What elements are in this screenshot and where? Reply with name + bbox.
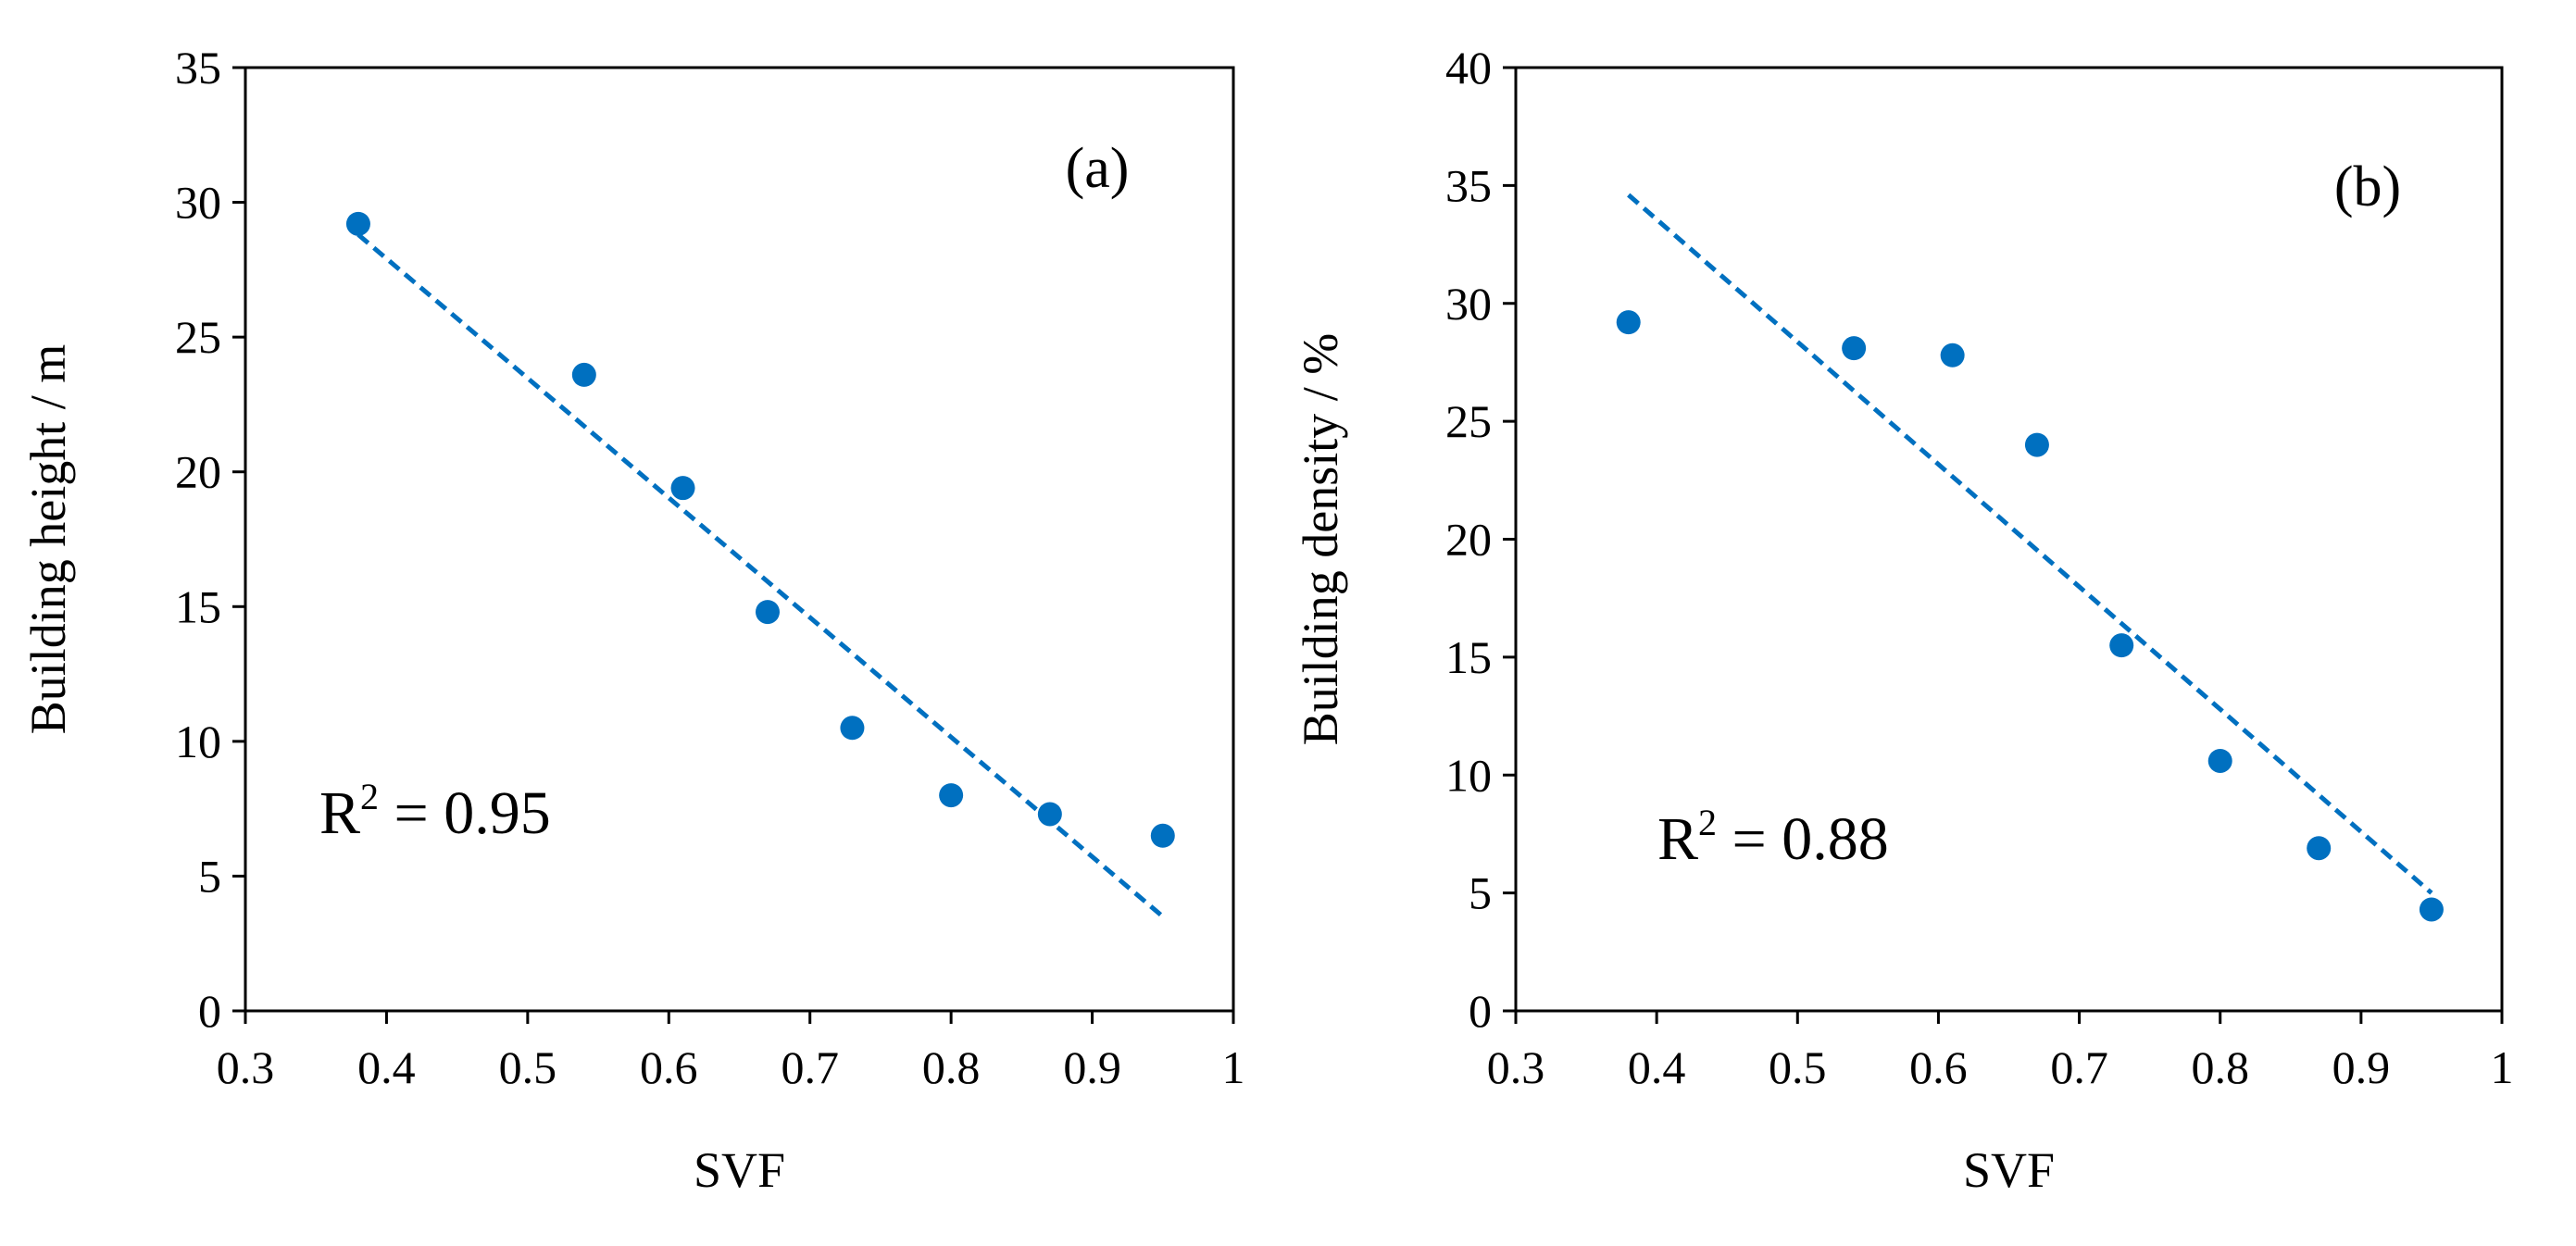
trendline bbox=[356, 232, 1165, 919]
data-point bbox=[571, 362, 596, 387]
x-tick-label: 0.3 bbox=[1487, 1041, 1545, 1093]
x-tick-label: 0.8 bbox=[922, 1041, 981, 1093]
data-point bbox=[755, 600, 780, 625]
x-tick-label: 0.9 bbox=[1063, 1041, 1121, 1093]
chart-panel-a: 0.3 0.4 0.5 0.6 0.7 0.8 0.9 105101520253035SVFB… bbox=[20, 42, 1245, 1198]
data-point bbox=[345, 211, 370, 236]
data-point bbox=[2207, 748, 2232, 773]
x-tick-label: 0.8 bbox=[2191, 1041, 2249, 1093]
y-tick-label: 15 bbox=[175, 580, 221, 632]
x-tick-label: 0.7 bbox=[781, 1041, 839, 1093]
x-axis-title: SVF bbox=[694, 1142, 785, 1198]
x-tick-label: 0.5 bbox=[499, 1041, 557, 1093]
r-squared-exponent: 2 bbox=[1698, 802, 1717, 843]
y-tick-label: 20 bbox=[1445, 514, 1492, 566]
x-tick-label: 0.6 bbox=[640, 1041, 698, 1093]
y-tick-label: 25 bbox=[1445, 395, 1492, 447]
plot-frame bbox=[244, 66, 1235, 1013]
y-tick-label: 20 bbox=[175, 446, 221, 498]
y-tick-label: 10 bbox=[175, 716, 221, 767]
y-axis-title: Building height / m bbox=[20, 344, 76, 735]
panel-label: (b) bbox=[2334, 156, 2401, 218]
x-tick-label: 1 bbox=[1222, 1041, 1245, 1093]
data-point bbox=[1842, 336, 1867, 361]
y-tick-label: 30 bbox=[1445, 278, 1492, 330]
y-tick-label: 5 bbox=[198, 850, 221, 902]
x-axis-title: SVF bbox=[1963, 1142, 2055, 1198]
y-tick-label: 15 bbox=[1445, 631, 1492, 683]
r-squared-exponent: 2 bbox=[360, 776, 379, 817]
y-tick-label: 25 bbox=[175, 311, 221, 363]
r-squared-base: R bbox=[1657, 805, 1698, 873]
r-squared-value: = 0.88 bbox=[1717, 805, 1889, 873]
y-tick-label: 0 bbox=[198, 985, 221, 1037]
y-tick-label: 40 bbox=[1445, 42, 1492, 93]
x-tick-label: 0.9 bbox=[2332, 1041, 2391, 1093]
r-squared-value: = 0.95 bbox=[379, 779, 551, 847]
y-tick-label: 10 bbox=[1445, 749, 1492, 801]
y-tick-label: 35 bbox=[175, 42, 221, 93]
x-tick-label: 0.4 bbox=[357, 1041, 416, 1093]
y-tick-label: 5 bbox=[1469, 867, 1492, 919]
r-squared-annotation: R2 = 0.88 bbox=[1657, 802, 1889, 873]
y-tick-label: 0 bbox=[1469, 985, 1492, 1037]
data-point bbox=[1940, 343, 1965, 368]
data-point bbox=[1150, 823, 1175, 848]
r-squared-base: R bbox=[319, 779, 360, 847]
data-point bbox=[840, 716, 865, 741]
y-tick-label: 35 bbox=[1445, 159, 1492, 211]
x-tick-label: 0.7 bbox=[2050, 1041, 2108, 1093]
r-squared-annotation: R2 = 0.95 bbox=[319, 776, 551, 847]
y-axis-title: Building density / % bbox=[1293, 333, 1348, 746]
data-point bbox=[939, 783, 964, 808]
data-point bbox=[2109, 633, 2134, 658]
x-tick-label: 0.5 bbox=[1769, 1041, 1827, 1093]
y-tick-label: 30 bbox=[175, 177, 221, 229]
trendline bbox=[1627, 193, 2433, 895]
data-point bbox=[2307, 836, 2332, 861]
data-point bbox=[1037, 802, 1062, 827]
x-tick-label: 1 bbox=[2491, 1041, 2514, 1093]
chart-panel-b: 0.3 0.4 0.5 0.6 0.7 0.8 0.9 10510152025303540SV… bbox=[1293, 42, 2514, 1198]
data-point bbox=[2419, 897, 2444, 922]
data-point bbox=[1616, 310, 1641, 335]
data-point bbox=[670, 476, 695, 501]
data-point bbox=[2024, 432, 2049, 457]
x-tick-label: 0.4 bbox=[1628, 1041, 1686, 1093]
panel-label: (a) bbox=[1066, 137, 1130, 200]
x-tick-label: 0.6 bbox=[1909, 1041, 1968, 1093]
x-tick-label: 0.3 bbox=[217, 1041, 275, 1093]
